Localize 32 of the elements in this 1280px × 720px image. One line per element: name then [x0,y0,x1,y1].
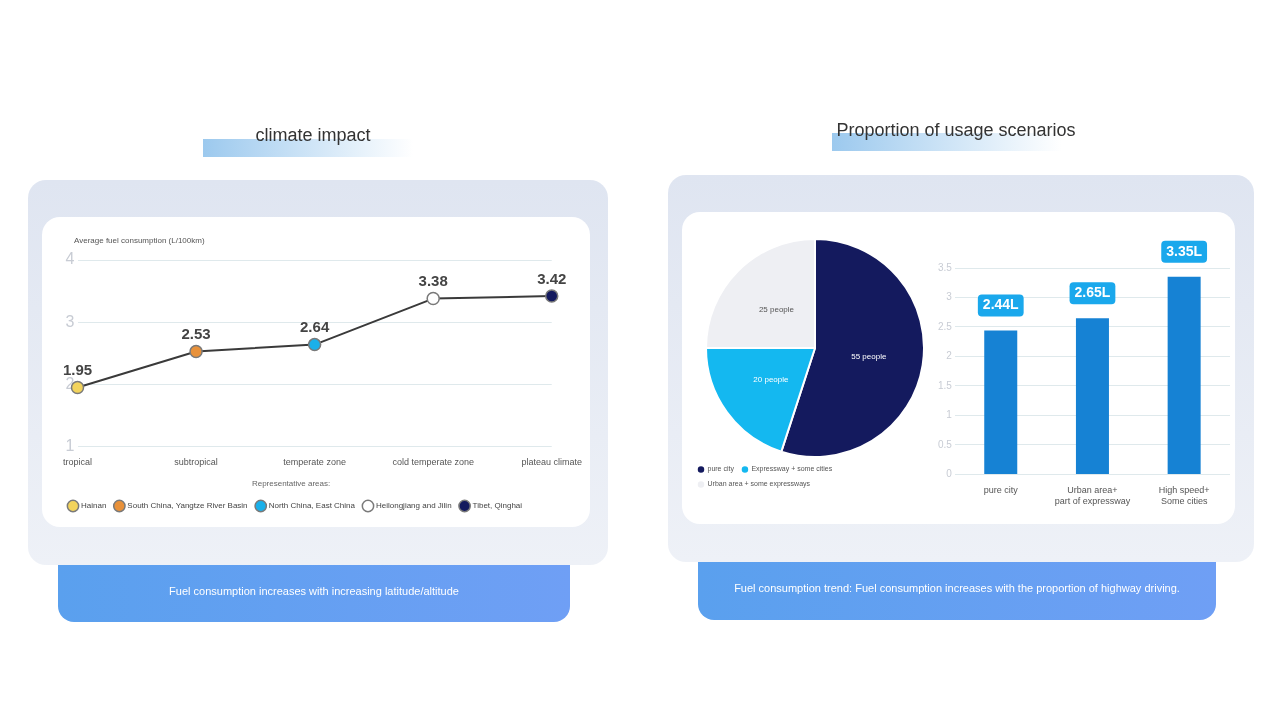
data-label: 2.44L [982,296,1020,313]
bar [1075,318,1109,474]
data-label: 20 people [753,375,790,385]
data-label: 25 people [758,304,795,314]
x-tick-label: temperate zone [283,457,346,468]
x-tick-label: tropical [63,457,93,468]
legend-title: Representative areas: [251,478,331,488]
data-label: 3.42 [537,269,567,287]
x-tick-label: cold temperate zone [392,457,474,468]
x-tick-label: High speed+ Some cities [1158,485,1210,507]
data-label: 2.53 [181,325,211,343]
x-tick-label: subtropical [174,457,218,468]
text: Fuel consumption trend: Fuel consumption increases with the proportion of highway driving. [698,556,1216,620]
y-axis-title: Average fuel consumption (L/100km) [74,236,205,245]
legend-label: Tibet, Qinghai [472,501,523,511]
x-tick-label: pure city [983,485,1019,496]
legend-label: Heilongjiang and Jilin [375,501,452,511]
chart-title: climate impact [254,125,372,146]
data-label: 55 people [851,351,887,361]
legend-label: North China, East China [268,501,356,511]
legend-label: South China, Yangtze River Basin [127,501,248,511]
chart-title: Proportion of usage scenarios [835,120,1077,141]
bar [984,330,1018,474]
text: Fuel consumption increases with increasing latitude/altitude [58,560,570,622]
data-label: 2.65L [1074,283,1111,300]
bar [1167,276,1201,474]
data-label: 3.38 [418,272,448,290]
data-label: 2.64 [300,318,330,336]
legend-label: Hainan [81,501,107,511]
x-tick-label: plateau climate [521,457,583,468]
x-tick-label: Urban area+ part of expressway [1054,485,1131,507]
data-label: 3.35L [1166,242,1203,259]
